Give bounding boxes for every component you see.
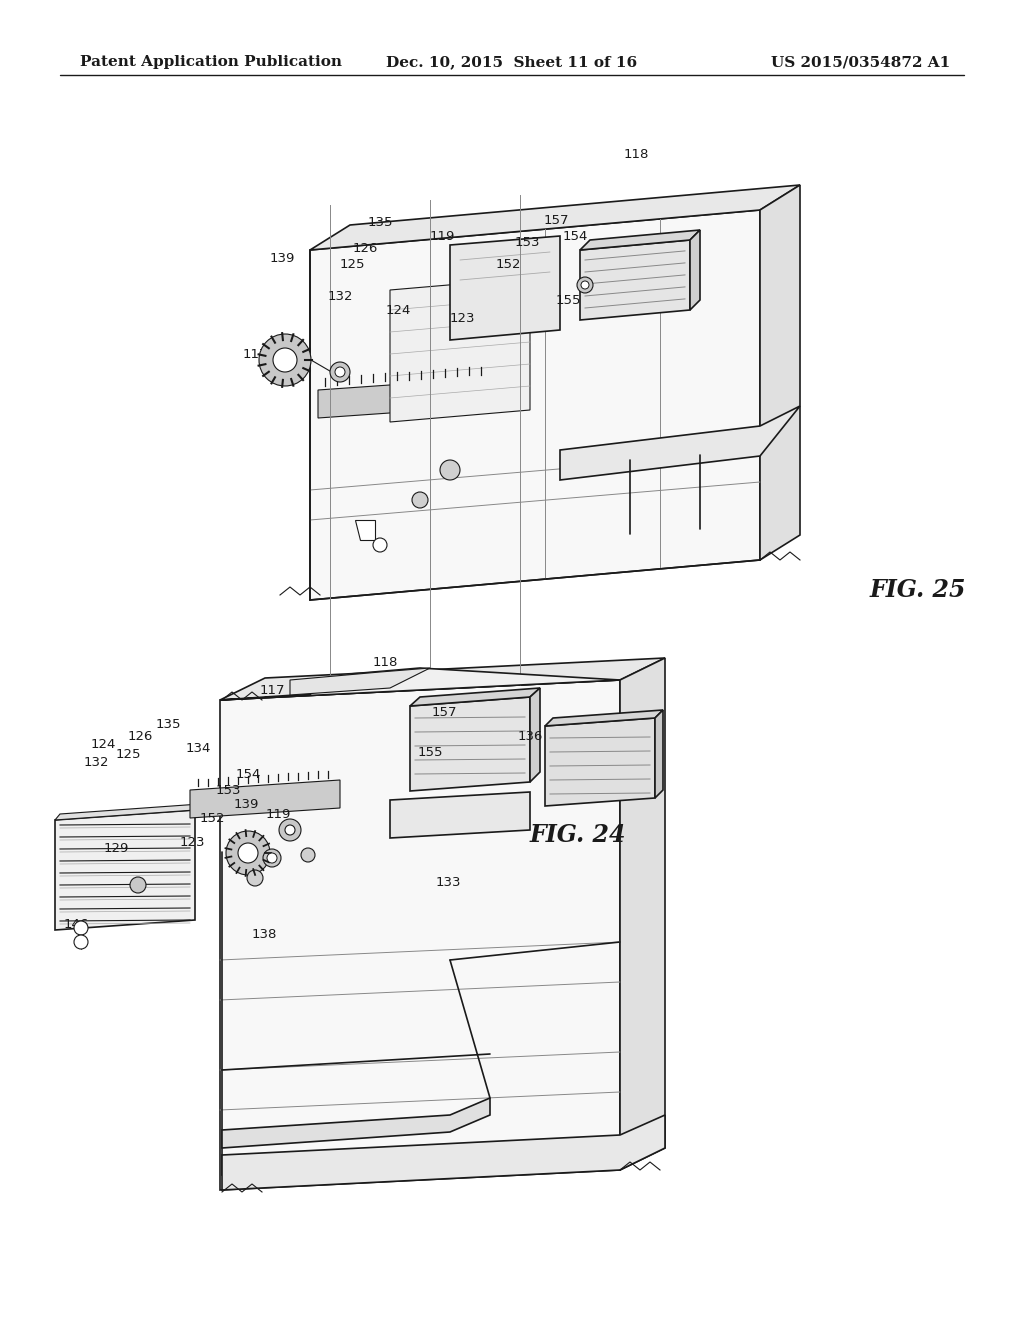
Polygon shape: [290, 668, 430, 696]
Text: 146: 146: [63, 917, 89, 931]
Circle shape: [279, 818, 301, 841]
Polygon shape: [310, 210, 760, 601]
Text: 152: 152: [200, 812, 224, 825]
Circle shape: [267, 853, 278, 863]
Polygon shape: [55, 810, 195, 931]
Polygon shape: [355, 520, 375, 540]
Circle shape: [130, 876, 146, 894]
Text: 123: 123: [179, 836, 205, 849]
Circle shape: [335, 367, 345, 378]
Circle shape: [263, 849, 281, 867]
Text: 136: 136: [517, 730, 543, 742]
Text: 124: 124: [385, 304, 411, 317]
Text: 157: 157: [544, 214, 568, 227]
Text: 118: 118: [373, 656, 397, 668]
Circle shape: [301, 847, 315, 862]
Polygon shape: [222, 1098, 490, 1148]
Text: Patent Application Publication: Patent Application Publication: [80, 55, 342, 69]
Text: 125: 125: [339, 257, 365, 271]
Polygon shape: [410, 688, 540, 706]
Polygon shape: [220, 657, 665, 700]
Text: 133: 133: [435, 875, 461, 888]
Circle shape: [285, 825, 295, 836]
Text: 138: 138: [251, 928, 276, 940]
Text: 117: 117: [259, 684, 285, 697]
Polygon shape: [190, 780, 340, 818]
Text: 152: 152: [496, 259, 521, 272]
Circle shape: [226, 832, 270, 875]
Circle shape: [581, 281, 589, 289]
Circle shape: [273, 348, 297, 372]
Text: 126: 126: [352, 242, 378, 255]
Text: 132: 132: [328, 289, 352, 302]
Circle shape: [74, 935, 88, 949]
Circle shape: [445, 465, 455, 475]
Circle shape: [330, 362, 350, 381]
Polygon shape: [222, 1115, 665, 1191]
Polygon shape: [310, 185, 800, 249]
Polygon shape: [220, 668, 620, 700]
Polygon shape: [410, 697, 530, 791]
Text: 135: 135: [368, 215, 393, 228]
Text: 126: 126: [127, 730, 153, 742]
Polygon shape: [620, 657, 665, 1170]
Circle shape: [247, 870, 263, 886]
Polygon shape: [390, 792, 530, 838]
Polygon shape: [318, 378, 490, 418]
Text: 157: 157: [431, 705, 457, 718]
Polygon shape: [560, 407, 800, 480]
Polygon shape: [220, 680, 620, 1191]
Text: 135: 135: [156, 718, 181, 730]
Polygon shape: [655, 710, 663, 799]
Circle shape: [373, 539, 387, 552]
Polygon shape: [545, 718, 655, 807]
Text: 154: 154: [562, 230, 588, 243]
Circle shape: [259, 334, 311, 385]
Polygon shape: [55, 804, 200, 820]
Text: FIG. 24: FIG. 24: [530, 822, 627, 847]
Text: 134: 134: [185, 742, 211, 755]
Text: Dec. 10, 2015  Sheet 11 of 16: Dec. 10, 2015 Sheet 11 of 16: [386, 55, 638, 69]
Circle shape: [412, 492, 428, 508]
Polygon shape: [450, 236, 560, 341]
Circle shape: [238, 843, 258, 863]
Text: 118: 118: [624, 149, 648, 161]
Text: 154: 154: [236, 768, 261, 781]
Text: US 2015/0354872 A1: US 2015/0354872 A1: [771, 55, 950, 69]
Polygon shape: [690, 230, 700, 310]
Circle shape: [440, 459, 460, 480]
Text: 132: 132: [83, 755, 109, 768]
Text: 153: 153: [215, 784, 241, 796]
Text: 139: 139: [233, 797, 259, 810]
Text: 117: 117: [243, 348, 267, 362]
Text: 124: 124: [90, 738, 116, 751]
Text: 139: 139: [269, 252, 295, 264]
Circle shape: [74, 921, 88, 935]
Polygon shape: [545, 710, 663, 726]
Text: 155: 155: [417, 746, 442, 759]
Text: 125: 125: [116, 747, 140, 760]
Polygon shape: [760, 185, 800, 560]
Polygon shape: [580, 230, 700, 249]
Text: FIG. 25: FIG. 25: [870, 578, 967, 602]
Text: 119: 119: [265, 808, 291, 821]
Text: 119: 119: [429, 230, 455, 243]
Polygon shape: [580, 240, 690, 319]
Polygon shape: [390, 279, 530, 422]
Text: 155: 155: [555, 293, 581, 306]
Text: 123: 123: [450, 312, 475, 325]
Circle shape: [577, 277, 593, 293]
Text: 129: 129: [103, 842, 129, 854]
Circle shape: [251, 874, 259, 882]
Text: 153: 153: [514, 235, 540, 248]
Polygon shape: [530, 688, 540, 781]
